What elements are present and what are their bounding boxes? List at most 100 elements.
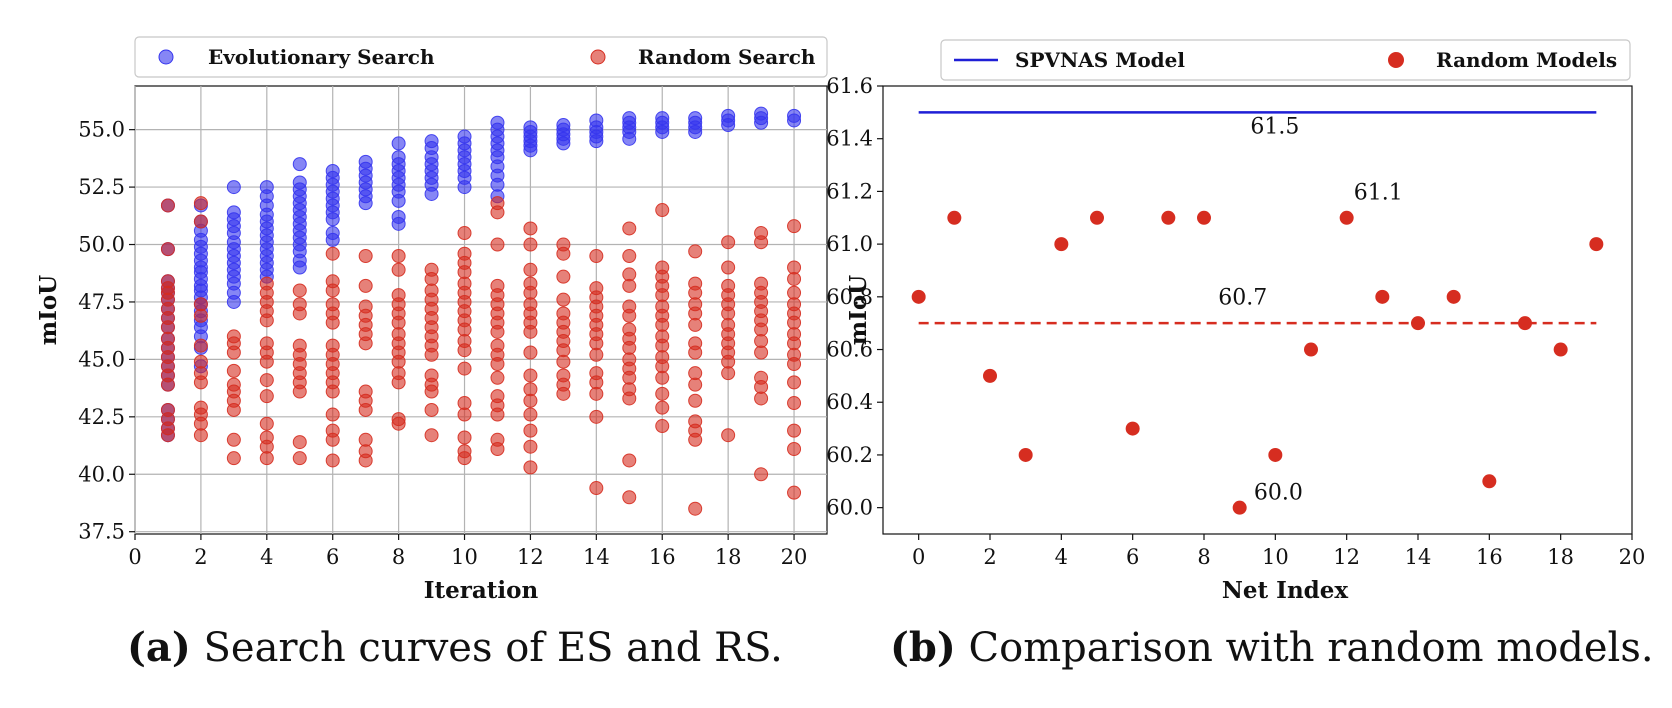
panel-a-rs-points xyxy=(160,196,802,516)
rs-point xyxy=(622,453,637,468)
rs-point xyxy=(556,292,571,307)
rs-point xyxy=(193,214,208,229)
y-tick-label: 60.0 xyxy=(826,496,873,520)
rs-point xyxy=(325,384,340,399)
x-tick-label: 10 xyxy=(1262,545,1289,569)
random-model-point xyxy=(983,368,997,383)
panel-b-plot-frame xyxy=(882,85,1633,535)
legend-rs-label: Random Search xyxy=(638,45,816,69)
rs-point xyxy=(292,435,307,450)
es-point xyxy=(787,113,802,128)
es-point xyxy=(754,115,769,130)
rs-point xyxy=(787,441,802,456)
x-tick-label: 6 xyxy=(326,545,339,569)
rs-point xyxy=(754,391,769,406)
rs-point xyxy=(523,262,538,277)
rs-point xyxy=(490,237,505,252)
rs-point xyxy=(523,407,538,422)
rs-point xyxy=(490,407,505,422)
rs-point xyxy=(721,235,736,250)
panel-a-ticks: 0 2 4 6 8 10 12 14 16 18 20 37.5 40.0 42.5 45.0 47.5 50.… xyxy=(78,118,807,569)
random-model-point xyxy=(1518,316,1532,331)
rs-point xyxy=(424,347,439,362)
x-tick-label: 4 xyxy=(1055,545,1068,569)
y-tick-label: 50.0 xyxy=(78,233,125,257)
x-tick-label: 12 xyxy=(517,545,544,569)
rs-point xyxy=(688,345,703,360)
caption-b-tag: (b) xyxy=(890,624,956,671)
y-tick-label: 60.4 xyxy=(826,390,873,414)
random-model-point xyxy=(1232,500,1247,515)
rs-point xyxy=(787,396,802,411)
x-tick-label: 12 xyxy=(1333,545,1360,569)
rs-point xyxy=(622,308,637,323)
x-tick-label: 8 xyxy=(1197,545,1210,569)
y-tick-label: 61.0 xyxy=(826,232,873,256)
es-point xyxy=(325,212,340,227)
rs-point xyxy=(391,416,406,431)
y-tick-label: 45.0 xyxy=(78,347,125,371)
rs-point xyxy=(754,235,769,250)
rs-point xyxy=(490,356,505,371)
rs-point xyxy=(325,432,340,447)
es-point xyxy=(622,131,637,146)
es-point xyxy=(325,232,340,247)
es-point xyxy=(226,294,241,309)
es-point xyxy=(391,136,406,151)
rs-point xyxy=(655,386,670,401)
rs-point xyxy=(622,278,637,293)
rs-point xyxy=(523,324,538,339)
rs-point xyxy=(325,407,340,422)
rs-point xyxy=(787,271,802,286)
rs-point xyxy=(490,324,505,339)
rs-point xyxy=(226,363,241,378)
random-model-point xyxy=(1090,210,1104,225)
x-tick-label: 16 xyxy=(649,545,676,569)
rs-point xyxy=(490,370,505,385)
rs-point xyxy=(292,451,307,466)
rs-point xyxy=(193,196,208,211)
rs-point xyxy=(457,343,472,358)
rs-point xyxy=(688,377,703,392)
panel-b-y-axis-label: mIoU xyxy=(845,275,872,346)
es-point xyxy=(424,186,439,201)
x-tick-label: 20 xyxy=(1619,545,1646,569)
rs-point xyxy=(358,278,373,293)
x-tick-label: 0 xyxy=(128,545,141,569)
caption-b-text: Comparison with random models. xyxy=(968,625,1654,671)
y-tick-label: 61.4 xyxy=(826,127,873,151)
rs-point xyxy=(160,377,175,392)
rs-point xyxy=(259,416,274,431)
panel-b-ticks: 0 2 4 6 8 10 12 14 16 18 20 60.0 60.2 60.4 60.6 60.8 61.… xyxy=(826,74,1645,569)
y-tick-label: 61.6 xyxy=(826,74,873,98)
y-tick-label: 47.5 xyxy=(78,290,125,314)
es-point xyxy=(457,180,472,195)
rs-point xyxy=(226,345,241,360)
rs-point xyxy=(457,430,472,445)
rs-point xyxy=(226,402,241,417)
legend-random-marker xyxy=(1388,52,1404,68)
y-tick-label: 37.5 xyxy=(78,520,125,544)
panel-b-legend-box xyxy=(940,39,1631,81)
rs-point xyxy=(193,338,208,353)
y-tick-label: 60.2 xyxy=(826,443,873,467)
es-point xyxy=(226,180,241,195)
y-tick-label: 61.2 xyxy=(826,179,873,203)
rs-point xyxy=(424,428,439,443)
random-model-point xyxy=(947,210,962,225)
panel-a-legend-box xyxy=(134,36,828,78)
es-point xyxy=(688,124,703,139)
rs-point xyxy=(622,221,637,236)
panel-a-y-axis-label: mIoU xyxy=(35,275,62,346)
x-tick-label: 20 xyxy=(781,545,808,569)
rs-point xyxy=(160,242,175,257)
x-tick-label: 6 xyxy=(1126,545,1139,569)
panel-a-search-curves: 0 2 4 6 8 10 12 14 16 18 20 37.5 40.0 42.5 45.0 47.5 50.… xyxy=(35,36,828,604)
y-tick-label: 40.0 xyxy=(78,462,125,486)
rs-point xyxy=(424,402,439,417)
panel-b-reference-lines xyxy=(918,111,1597,325)
rs-point xyxy=(721,260,736,275)
panel-b-points xyxy=(911,210,1604,515)
value-annotation: 60.0 xyxy=(1254,481,1303,506)
